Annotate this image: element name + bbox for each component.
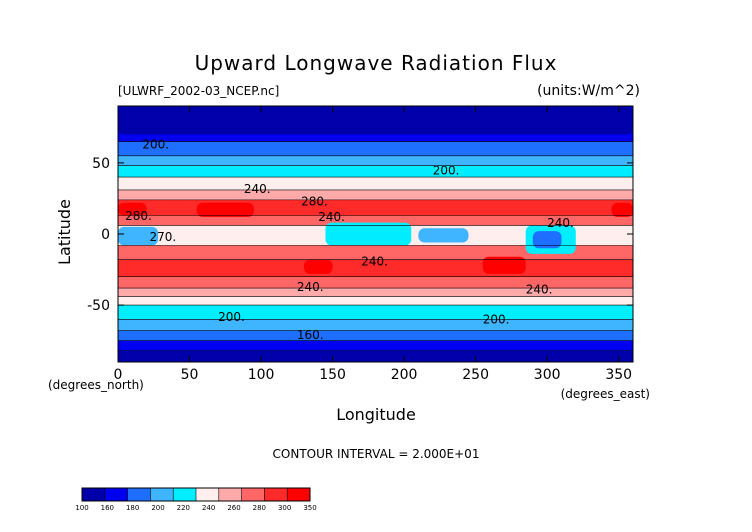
band <box>118 177 633 190</box>
patch <box>118 226 159 246</box>
contour-label: 200. <box>142 138 169 152</box>
contour-label: 200. <box>218 310 245 324</box>
colorbar-tick-label: 350 <box>303 504 316 512</box>
band <box>118 165 633 178</box>
contour-label: 160. <box>297 328 324 342</box>
band <box>118 245 633 260</box>
contour-label: 200. <box>433 163 460 177</box>
y-tick-label: -50 <box>87 298 110 314</box>
patch <box>418 228 469 243</box>
colorbar-swatch <box>264 488 288 501</box>
band <box>118 330 633 341</box>
contour-label: 240. <box>526 283 553 297</box>
colorbar-tick-label: 280 <box>253 504 266 512</box>
band <box>118 276 633 289</box>
x-tick-label: 350 <box>605 367 632 383</box>
contour-label: 240. <box>361 254 388 268</box>
y-tick-label: 0 <box>101 227 110 243</box>
x-tick-label: 50 <box>181 367 199 383</box>
colorbar-swatch <box>218 488 242 501</box>
contour-label: 280. <box>125 209 152 223</box>
contour-label: 240. <box>318 210 345 224</box>
units-label: (units:W/m^2) <box>537 83 640 99</box>
patch <box>118 106 633 135</box>
colorbar-swatch <box>104 488 128 501</box>
band <box>118 350 633 362</box>
colorbar-tick-label: 180 <box>126 504 139 512</box>
x-tick-label: 250 <box>462 367 489 383</box>
x-tick-label: 150 <box>319 367 346 383</box>
file-label: [ULWRF_2002-03_NCEP.nc] <box>118 84 279 98</box>
band <box>118 340 633 351</box>
patch <box>482 256 526 274</box>
y-axis-ticks: -50 0 50 <box>87 156 633 314</box>
colorbar-swatch <box>196 488 219 501</box>
contour-label: 200. <box>483 313 510 327</box>
colorbar-tick-label: 220 <box>177 504 190 512</box>
colorbar-tick-label: 100 <box>75 504 88 512</box>
colorbar-tick-label: 160 <box>101 504 114 512</box>
y-tick-label: 50 <box>92 156 110 172</box>
colorbar-tick-label: 260 <box>227 504 240 512</box>
contour-label: 240. <box>547 216 574 230</box>
band <box>118 141 633 156</box>
patch <box>118 202 147 216</box>
x-axis-ticks: 0 50 100 150 200 250 300 350 <box>114 106 632 383</box>
patch <box>532 231 562 249</box>
y-unit-label: (degrees_north) <box>48 378 144 392</box>
colorbar-tick-label: 300 <box>278 504 291 512</box>
colorbar-swatch <box>241 488 265 501</box>
band <box>118 199 633 216</box>
colorbar-tick-label: 200 <box>151 504 164 512</box>
contour-labels: 200.200.240.280.240.280.270.240.240.240.… <box>125 138 574 343</box>
patch <box>325 222 412 246</box>
band <box>118 288 633 297</box>
x-tick-label: 300 <box>534 367 561 383</box>
colorbar-tick-label: 240 <box>202 504 215 512</box>
y-axis-label: Latitude <box>55 199 74 265</box>
band <box>118 305 633 320</box>
x-tick-label: 0 <box>114 367 123 383</box>
x-tick-label: 200 <box>391 367 418 383</box>
patch <box>611 202 633 217</box>
x-unit-label: (degrees_east) <box>561 387 650 401</box>
heatmap-field <box>118 106 633 362</box>
patch <box>196 202 254 217</box>
band <box>118 296 633 306</box>
band <box>118 319 633 331</box>
band <box>118 155 633 166</box>
colorbar-swatch <box>173 488 196 501</box>
patch <box>303 259 333 274</box>
colorbar-swatch <box>82 488 105 501</box>
band <box>118 215 633 226</box>
chart-title: Upward Longwave Radiation Flux <box>195 51 558 75</box>
band <box>118 189 633 200</box>
contour-interval-label: CONTOUR INTERVAL = 2.000E+01 <box>273 447 480 461</box>
colorbar-swatch <box>287 488 310 501</box>
contour-label: 270. <box>149 230 176 244</box>
contour-label: 240. <box>244 182 271 196</box>
x-tick-label: 100 <box>248 367 275 383</box>
colorbar-swatch <box>150 488 174 501</box>
contour-label: 240. <box>297 280 324 294</box>
x-axis-label: Longitude <box>336 405 416 424</box>
colorbar-swatch <box>127 488 151 501</box>
contour-label: 280. <box>301 195 328 209</box>
colorbar: 100 160 180 200 220 240 260 280 300 350 <box>75 487 317 512</box>
